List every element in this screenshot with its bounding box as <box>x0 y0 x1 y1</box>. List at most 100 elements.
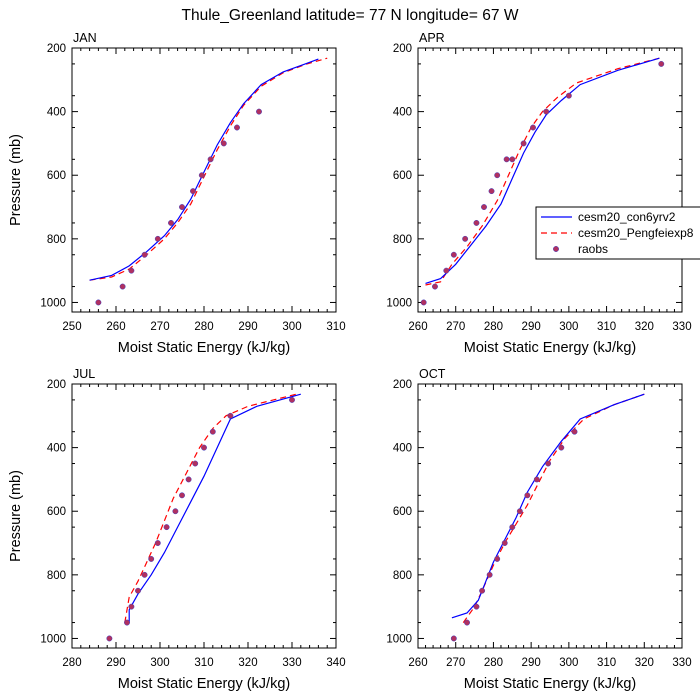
panel-title-oct: OCT <box>419 367 446 381</box>
x-tick-label-apr: 280 <box>484 321 503 333</box>
y-tick-label-oct: 600 <box>393 506 412 518</box>
panel-apr: 260 270 280 290 300 310 320 330 200 400 600 800 1000… <box>386 31 691 356</box>
x-tick-label-jan: 270 <box>150 321 169 333</box>
x-tick-label-jul: 340 <box>326 657 345 669</box>
panel-jul: 280 290 300 310 320 330 340 200 400 600 800 1000 JUL… <box>8 367 346 692</box>
y-tick-label-jul: 1000 <box>40 633 66 645</box>
y-tick-label-oct: 800 <box>393 570 412 582</box>
x-tick-label-oct: 290 <box>522 657 541 669</box>
x-tick-label-apr: 300 <box>559 321 578 333</box>
y-tick-label-jan: 1000 <box>40 297 66 309</box>
x-tick-label-jul: 330 <box>282 657 301 669</box>
obs-point-jan <box>207 156 214 163</box>
obs-point-jul <box>227 412 234 419</box>
obs-point-apr <box>420 299 427 306</box>
legend-label: raobs <box>578 242 608 256</box>
obs-point-apr <box>543 108 550 115</box>
x-tick-label-jan: 280 <box>194 321 213 333</box>
x-tick-label-apr: 260 <box>408 321 427 333</box>
obs-point-oct <box>473 603 480 610</box>
obs-point-jul <box>148 555 155 562</box>
obs-point-jan <box>128 267 135 274</box>
obs-point-jan <box>168 219 174 226</box>
x-tick-label-oct: 260 <box>408 657 427 669</box>
obs-point-jul <box>154 540 161 546</box>
obs-point-apr <box>565 92 572 99</box>
obs-point-jan <box>141 251 148 258</box>
obs-point-oct <box>524 492 531 499</box>
y-tick-label-jul: 800 <box>47 570 66 582</box>
figure-title: Thule_Greenland latitude= 77 N longitude… <box>182 7 519 24</box>
obs-point-jul <box>192 460 199 467</box>
obs-point-apr <box>494 172 501 179</box>
x-tick-label-jul: 300 <box>150 657 169 669</box>
x-tick-label-oct: 330 <box>672 657 691 669</box>
y-tick-label-jul: 600 <box>47 506 66 518</box>
obs-point-jan <box>95 299 102 306</box>
x-axis-label-jan: Moist Static Energy (kJ/kg) <box>118 340 290 356</box>
obs-point-jul <box>209 428 216 435</box>
x-tick-label-apr: 330 <box>672 321 691 333</box>
y-tick-label-oct: 200 <box>393 379 412 391</box>
y-axis-label-jul: Pressure (mb) <box>8 470 24 562</box>
obs-point-jan <box>154 235 161 242</box>
obs-point-jul <box>179 492 185 499</box>
series-line-con6yrv2-jan <box>89 58 319 281</box>
obs-point-apr <box>443 267 450 274</box>
y-tick-label-jul: 400 <box>47 443 66 455</box>
obs-point-jul <box>185 476 192 483</box>
obs-point-jul <box>289 396 295 403</box>
plot-frame-jan <box>71 47 337 313</box>
obs-point-apr <box>450 251 457 258</box>
obs-point-oct <box>464 619 470 626</box>
legend-label: cesm20_con6yrv2 <box>578 210 676 224</box>
y-tick-label-oct: 400 <box>393 443 412 455</box>
panel-oct: 260 270 280 290 300 310 320 330 200 400 600 800 1000… <box>386 367 691 692</box>
panel-title-apr: APR <box>419 31 445 45</box>
x-tick-label-oct: 320 <box>635 657 654 669</box>
obs-point-apr <box>509 156 516 163</box>
obs-point-jan <box>190 188 196 195</box>
x-tick-label-jan: 310 <box>326 321 345 333</box>
series-line-pengfeiexp8-oct <box>462 393 645 623</box>
x-tick-label-jan: 290 <box>238 321 257 333</box>
series-line-pengfeiexp8-jan <box>89 57 328 281</box>
obs-point-oct <box>450 635 457 642</box>
obs-point-jul <box>201 444 207 451</box>
obs-point-jan <box>220 140 227 147</box>
obs-point-apr <box>520 140 527 147</box>
legend-swatch-raobs <box>553 246 559 252</box>
obs-point-oct <box>545 460 552 467</box>
obs-point-jan <box>119 283 126 290</box>
obs-point-jul <box>124 619 130 626</box>
plot-frame-jul <box>71 383 337 649</box>
panel-title-jan: JAN <box>73 31 97 45</box>
y-tick-label-jan: 400 <box>47 107 66 119</box>
obs-point-apr <box>473 219 480 226</box>
y-tick-label-jan: 800 <box>47 234 66 246</box>
obs-point-apr <box>432 283 438 290</box>
x-tick-label-apr: 290 <box>522 321 541 333</box>
series-line-con6yrv2-apr <box>425 57 660 284</box>
obs-point-jul <box>135 587 141 594</box>
obs-point-jul <box>141 571 148 578</box>
x-tick-label-oct: 270 <box>446 657 465 669</box>
y-tick-label-jul: 200 <box>47 379 66 391</box>
y-tick-label-apr: 800 <box>393 234 412 246</box>
obs-point-oct <box>516 508 523 515</box>
series-line-con6yrv2-oct <box>451 393 645 619</box>
series-line-pengfeiexp8-apr <box>425 57 660 286</box>
obs-point-oct <box>558 444 565 451</box>
obs-point-oct <box>571 428 578 435</box>
y-tick-label-apr: 600 <box>393 170 412 182</box>
x-tick-label-jul: 320 <box>238 657 257 669</box>
obs-point-apr <box>530 124 536 131</box>
x-tick-label-jul: 280 <box>62 657 81 669</box>
x-tick-label-jan: 260 <box>106 321 125 333</box>
x-axis-label-oct: Moist Static Energy (kJ/kg) <box>464 676 636 692</box>
obs-point-oct <box>501 540 508 546</box>
x-tick-label-jan: 300 <box>282 321 301 333</box>
plot-frame-apr <box>417 47 683 313</box>
